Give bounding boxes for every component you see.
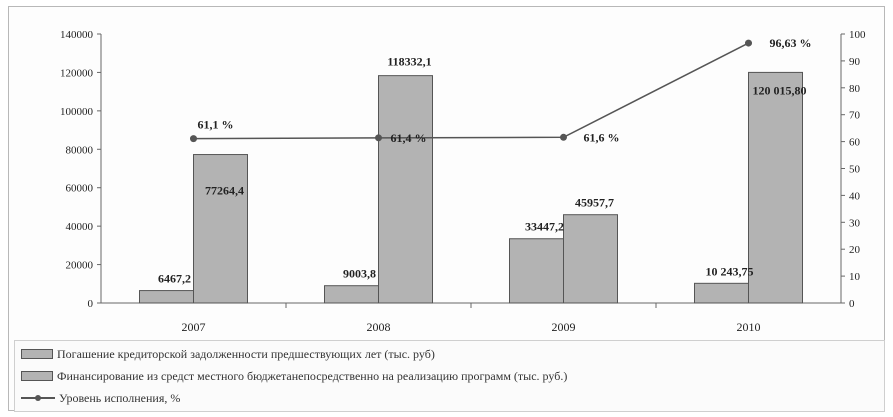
bar-data-label: 120 015,80 <box>753 83 807 97</box>
y2-tick-label: 60 <box>849 137 861 149</box>
y-tick-label: 0 <box>88 298 94 310</box>
bar-data-label: 33447,2 <box>525 220 564 234</box>
y2-tick-label: 30 <box>849 217 861 229</box>
x-tick-label: 2007 <box>182 320 206 334</box>
bar <box>563 214 618 304</box>
legend-item-execution-level: Уровень исполнения, % <box>21 388 180 408</box>
y2-tick-label: 90 <box>849 56 861 68</box>
y2-tick-label: 10 <box>849 271 861 283</box>
legend-swatch-repayment <box>21 349 53 359</box>
y2-tick-label: 0 <box>849 298 855 310</box>
bar <box>193 154 248 304</box>
bar <box>694 282 749 304</box>
y2-tick-label: 100 <box>849 29 866 41</box>
bar-data-label: 6467,2 <box>158 272 191 286</box>
line-data-label: 96,63 % <box>770 36 812 50</box>
legend-label-financing: Финансирование из средст местного бюджет… <box>57 368 568 383</box>
bar <box>324 285 379 304</box>
bar <box>139 290 194 304</box>
y2-tick-label: 50 <box>849 164 861 176</box>
x-tick-label: 2009 <box>552 320 576 334</box>
bar <box>509 238 564 304</box>
y2-tick-label: 40 <box>849 190 861 202</box>
legend-swatch-financing <box>21 371 53 381</box>
legend-label-execution-level: Уровень исполнения, % <box>59 390 181 405</box>
legend: Погашение кредиторской задолженности пре… <box>14 340 885 412</box>
legend-label-repayment: Погашение кредиторской задолженности пре… <box>57 346 435 361</box>
bar-data-label: 77264,4 <box>205 184 244 198</box>
line-data-label: 61,1 % <box>198 118 234 132</box>
line-data-label: 61,6 % <box>584 130 620 144</box>
y2-tick-label: 80 <box>849 83 861 95</box>
y-tick-label: 60000 <box>66 183 94 195</box>
bar-data-label: 45957,7 <box>575 196 614 210</box>
chart-plot: 0 20000 40000 60000 80000 100000 120000 140000 0… <box>60 29 866 334</box>
bar-data-label: 118332,1 <box>387 55 431 69</box>
bar <box>748 71 803 304</box>
line-point <box>375 134 382 142</box>
line-point <box>560 133 567 141</box>
y-tick-label: 120000 <box>60 67 94 79</box>
y-tick-label: 40000 <box>66 221 94 233</box>
bar-data-label: 9003,8 <box>343 267 376 281</box>
legend-item-financing: Финансирование из средст местного бюджет… <box>21 366 567 386</box>
legend-item-repayment: Погашение кредиторской задолженности пре… <box>21 344 435 364</box>
bar <box>378 75 433 304</box>
x-tick-label: 2010 <box>737 320 761 334</box>
y-tick-label: 100000 <box>60 106 94 118</box>
y2-tick-label: 20 <box>849 244 861 256</box>
y2-tick-label: 70 <box>849 110 861 122</box>
y-tick-label: 140000 <box>60 29 94 41</box>
line-point <box>745 39 752 47</box>
bar-data-label: 10 243,75 <box>706 264 754 278</box>
y-tick-label: 20000 <box>66 260 94 272</box>
line-data-label: 61,4 % <box>391 131 427 145</box>
x-tick-label: 2008 <box>367 320 391 334</box>
line-point <box>190 135 197 143</box>
y-tick-label: 80000 <box>66 144 94 156</box>
line-series <box>193 42 749 140</box>
legend-line-execution-level <box>21 395 55 401</box>
